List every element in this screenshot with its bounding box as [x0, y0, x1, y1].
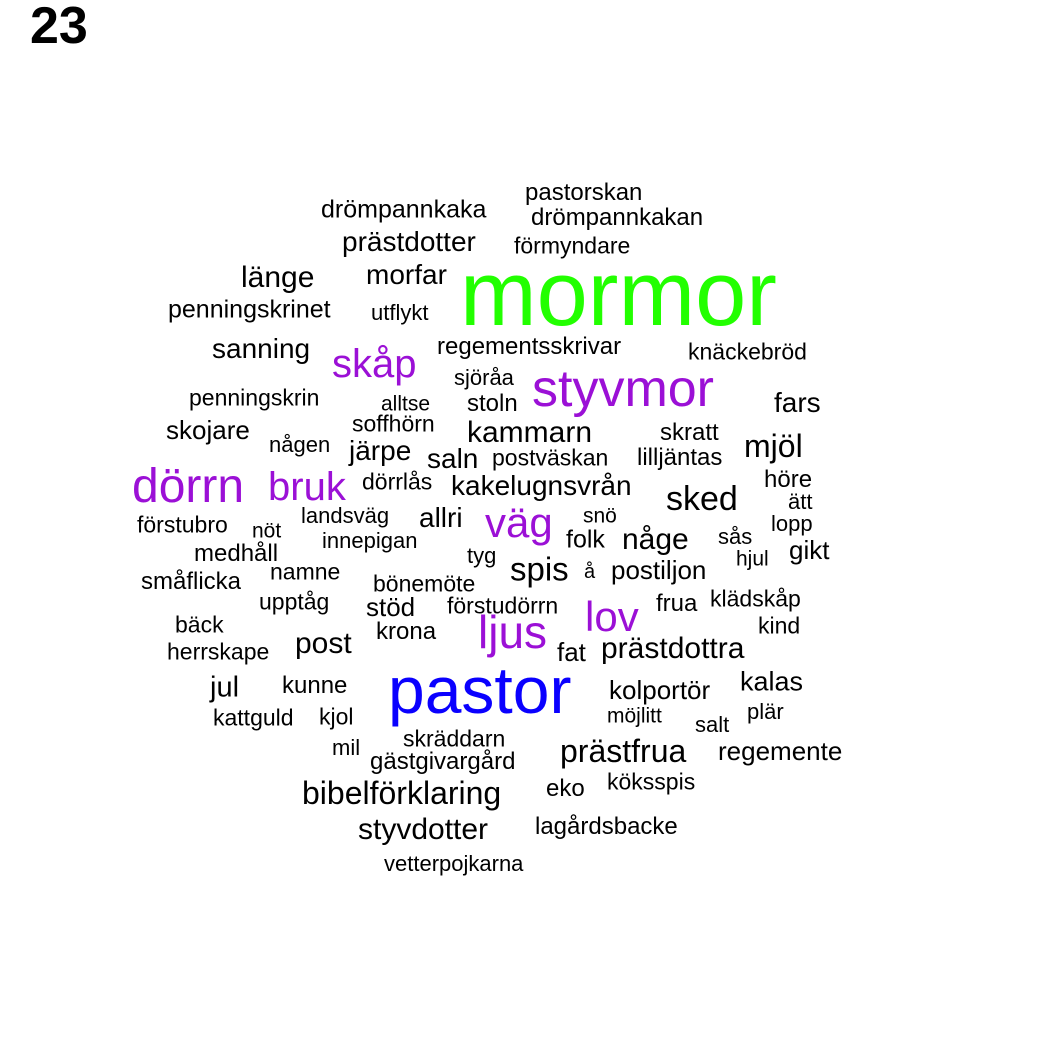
word-7: lov [585, 593, 639, 640]
word-76: kalas [740, 666, 804, 697]
word-10: drömpannkaka [321, 195, 487, 224]
word-27: soffhörn [352, 410, 435, 437]
word-37: dörrlås [362, 468, 433, 495]
word-85: regemente [718, 736, 843, 766]
word-89: eko [546, 775, 585, 802]
word-77: kattguld [213, 704, 294, 731]
word-86: gästgivargård [370, 748, 516, 775]
word-68: kind [758, 612, 801, 639]
word-58: å [584, 561, 596, 583]
word-8: ljus [478, 606, 548, 658]
word-35: lilljäntas [637, 444, 723, 471]
page-number: 23 [30, 0, 88, 55]
word-44: allri [419, 502, 463, 533]
word-45: snö [583, 504, 617, 528]
word-51: medhåll [194, 540, 279, 567]
word-41: förstubro [137, 511, 228, 538]
word-67: krona [376, 618, 437, 645]
word-81: salt [695, 712, 730, 737]
word-3: dörrn [132, 460, 245, 513]
word-55: småflicka [141, 568, 242, 595]
word-1: pastor [388, 653, 572, 727]
word-46: lopp [771, 511, 813, 536]
word-32: järpe [349, 435, 412, 466]
word-56: namne [270, 558, 341, 585]
word-53: hjul [736, 547, 769, 571]
word-52: tyg [467, 543, 497, 568]
word-16: penningskrinet [168, 295, 331, 324]
word-13: förmyndare [514, 232, 631, 259]
word-30: mjöl [744, 428, 803, 464]
word-0: mormor [460, 243, 777, 345]
word-73: jul [210, 671, 240, 704]
word-84: prästfrua [560, 733, 687, 769]
word-74: kunne [282, 672, 348, 699]
word-70: post [295, 627, 352, 660]
word-9: pastorskan [525, 179, 643, 206]
word-59: postiljon [611, 555, 707, 585]
word-14: länge [241, 261, 315, 294]
word-64: frua [656, 590, 698, 617]
word-42: nöt [252, 519, 282, 543]
word-22: penningskrin [189, 384, 320, 411]
word-43: landsväg [301, 503, 390, 528]
word-49: någe [622, 523, 689, 556]
word-57: spis [510, 550, 569, 588]
word-87: köksspis [607, 768, 696, 795]
word-82: skräddarn [403, 725, 506, 752]
word-11: drömpannkakan [531, 204, 704, 231]
word-36: höre [764, 466, 813, 493]
word-28: kammarn [467, 416, 593, 449]
word-29: skratt [660, 419, 719, 446]
word-79: möjlitt [607, 704, 662, 728]
word-20: knäckebröd [688, 338, 807, 365]
word-75: kolportör [609, 675, 711, 705]
word-71: fat [557, 637, 586, 667]
word-33: saln [427, 443, 479, 474]
word-38: kakelugnsvrån [451, 470, 632, 501]
word-72: prästdottra [601, 632, 745, 665]
word-50: sås [718, 524, 753, 549]
word-61: upptåg [259, 588, 330, 615]
word-66: bäck [175, 611, 224, 638]
word-31: någen [269, 432, 331, 457]
word-18: sanning [212, 333, 311, 364]
word-47: innepigan [322, 528, 418, 553]
word-62: stöd [366, 592, 416, 622]
word-15: morfar [366, 259, 447, 290]
word-69: herrskape [167, 638, 270, 665]
word-24: stoln [467, 390, 518, 417]
word-34: postväskan [492, 444, 609, 471]
word-19: regementsskrivar [437, 333, 622, 360]
word-12: prästdotter [342, 226, 476, 257]
word-21: sjöråa [454, 365, 514, 390]
word-40: ätt [788, 489, 813, 514]
word-54: gikt [789, 535, 830, 565]
word-6: väg [485, 499, 553, 546]
word-65: klädskåp [710, 585, 801, 612]
word-92: vetterpojkarna [384, 851, 524, 876]
word-48: folk [566, 525, 605, 554]
word-78: kjol [319, 703, 354, 730]
word-88: bibelförklaring [302, 775, 502, 811]
word-2: styvmor [532, 360, 714, 418]
word-5: bruk [268, 465, 346, 509]
word-83: mil [332, 735, 361, 760]
word-91: styvdotter [358, 813, 489, 846]
word-39: sked [666, 480, 738, 518]
word-4: skåp [332, 342, 417, 386]
word-17: utflykt [371, 300, 429, 325]
word-80: plär [747, 699, 784, 724]
word-26: skojare [166, 415, 250, 445]
word-63: förstudörrn [447, 592, 559, 619]
word-60: bönemöte [373, 570, 476, 597]
word-25: fars [774, 387, 821, 418]
word-23: alltse [381, 392, 431, 416]
word-90: lagårdsbacke [535, 813, 678, 840]
